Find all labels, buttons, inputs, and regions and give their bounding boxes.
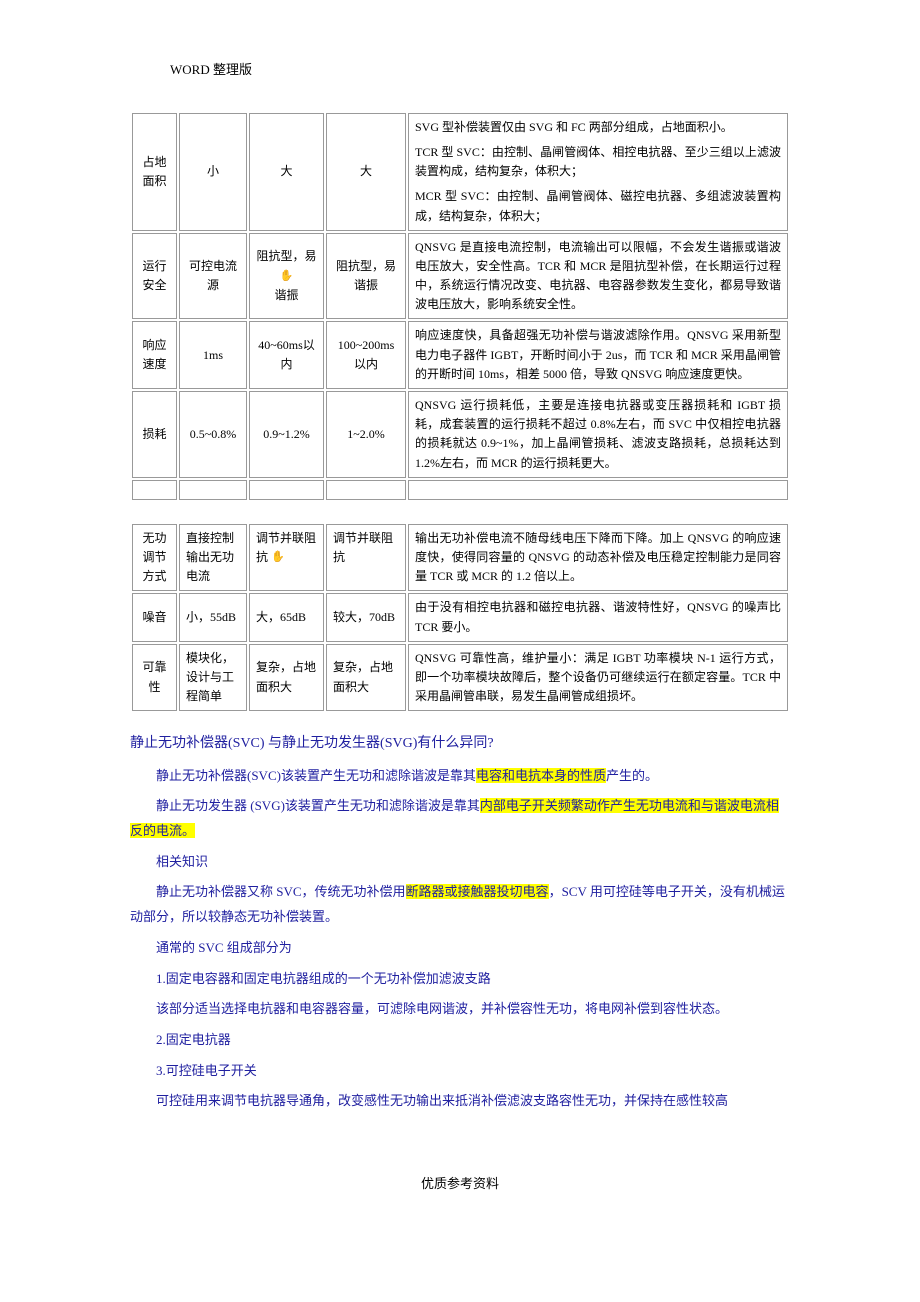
cell: 40~60ms以内 [249, 321, 324, 389]
highlighted-text: 断路器或接触器投切电容 [406, 884, 549, 899]
paragraph: 静止无功补偿器(SVC)该装置产生无功和滤除谐波是靠其电容和电抗本身的性质产生的… [130, 764, 790, 789]
paragraph: 相关知识 [130, 850, 790, 875]
cell-desc: QNSVG 是直接电流控制，电流输出可以限幅，不会发生谐振或谐波电压放大，安全性… [408, 233, 788, 320]
text: 阻抗型，易 [256, 249, 316, 263]
desc-part: TCR 型 SVC：由控制、晶闸管阀体、相控电抗器、至少三组以上滤波装置构成，结… [415, 143, 781, 181]
text: 静止无功发生器 (SVG)该装置产生无功和滤除谐波是靠其 [156, 798, 480, 813]
cell-empty [326, 480, 406, 500]
cell: 调节并联阻抗 ✋ [249, 524, 324, 592]
cell: 可控电流源 [179, 233, 247, 320]
comparison-table-2: 无功调节方式 直接控制输出无功电流 调节并联阻抗 ✋ 调节并联阻抗 输出无功补偿… [130, 522, 790, 714]
cell: 0.9~1.2% [249, 391, 324, 478]
row-label: 运行安全 [132, 233, 177, 320]
desc-part: MCR 型 SVC：由控制、晶闸管阀体、磁控电抗器、多组滤波装置构成，结构复杂，… [415, 187, 781, 225]
cell: 小 [179, 113, 247, 231]
paragraph: 静止无功补偿器又称 SVC，传统无功补偿用断路器或接触器投切电容，SCV 用可控… [130, 880, 790, 929]
cell-desc: 输出无功补偿电流不随母线电压下降而下降。加上 QNSVG 的响应速度快，使得同容… [408, 524, 788, 592]
text: 静止无功补偿器又称 SVC，传统无功补偿用 [156, 884, 406, 899]
cell: 1~2.0% [326, 391, 406, 478]
cell: 复杂，占地面积大 [249, 644, 324, 712]
cell-desc: 响应速度快，具备超强无功补偿与谐波滤除作用。QNSVG 采用新型电力电子器件 I… [408, 321, 788, 389]
table-row: 可靠性 模块化，设计与工程简单 复杂，占地面积大 复杂，占地面积大 QNSVG … [132, 644, 788, 712]
cell: 1ms [179, 321, 247, 389]
comparison-table-1: 占地面积 小 大 大 SVG 型补偿装置仅由 SVG 和 FC 两部分组成，占地… [130, 111, 790, 502]
cell: 小，55dB [179, 593, 247, 641]
table-row: 无功调节方式 直接控制输出无功电流 调节并联阻抗 ✋ 调节并联阻抗 输出无功补偿… [132, 524, 788, 592]
footer-text: 优质参考资料 [130, 1174, 790, 1195]
list-item-desc: 可控硅用来调节电抗器导通角，改变感性无功输出来抵消补偿滤波支路容性无功，并保持在… [130, 1089, 790, 1114]
cell: 直接控制输出无功电流 [179, 524, 247, 592]
cursor-icon: ✋ [280, 268, 294, 286]
cell: 阻抗型，易谐振 [326, 233, 406, 320]
cell: 大 [326, 113, 406, 231]
text: 静止无功补偿器(SVC)该装置产生无功和滤除谐波是靠其 [156, 768, 476, 783]
cell: 阻抗型，易 ✋ 谐振 [249, 233, 324, 320]
row-label: 损耗 [132, 391, 177, 478]
table-row: 运行安全 可控电流源 阻抗型，易 ✋ 谐振 阻抗型，易谐振 QNSVG 是直接电流控… [132, 233, 788, 320]
desc-part: SVG 型补偿装置仅由 SVG 和 FC 两部分组成，占地面积小。 [415, 118, 781, 137]
table-row: 响应速度 1ms 40~60ms以内 100~200ms以内 响应速度快，具备超… [132, 321, 788, 389]
table-row: 噪音 小，55dB 大，65dB 较大，70dB 由于没有相控电抗器和磁控电抗器… [132, 593, 788, 641]
cell: 调节并联阻抗 [326, 524, 406, 592]
cell-empty [408, 480, 788, 500]
row-label: 占地面积 [132, 113, 177, 231]
cell: 100~200ms以内 [326, 321, 406, 389]
table-row-empty [132, 480, 788, 500]
cell-desc: QNSVG 可靠性高，维护量小：满足 IGBT 功率模块 N-1 运行方式，即一… [408, 644, 788, 712]
cell: 复杂，占地面积大 [326, 644, 406, 712]
cursor-icon: ✋ [271, 549, 285, 567]
paragraph: 静止无功发生器 (SVG)该装置产生无功和滤除谐波是靠其内部电子开关频繁动作产生… [130, 794, 790, 843]
row-label: 噪音 [132, 593, 177, 641]
text: 产生的。 [606, 768, 658, 783]
text: 谐振 [274, 288, 298, 302]
cell-desc: 由于没有相控电抗器和磁控电抗器、谐波特性好，QNSVG 的噪声比 TCR 要小。 [408, 593, 788, 641]
cell-desc: QNSVG 运行损耗低，主要是连接电抗器或变压器损耗和 IGBT 损耗，成套装置… [408, 391, 788, 478]
cell: 较大，70dB [326, 593, 406, 641]
section-title: 静止无功补偿器(SVC) 与静止无功发生器(SVG)有什么异同? [130, 733, 790, 755]
cell: 大 [249, 113, 324, 231]
highlighted-text: 电容和电抗本身的性质 [476, 768, 606, 783]
cell: 模块化，设计与工程简单 [179, 644, 247, 712]
table-row: 损耗 0.5~0.8% 0.9~1.2% 1~2.0% QNSVG 运行损耗低，… [132, 391, 788, 478]
list-item: 1.固定电容器和固定电抗器组成的一个无功补偿加滤波支路 [130, 967, 790, 992]
header-text: WORD 整理版 [130, 60, 790, 81]
list-item-desc: 该部分适当选择电抗器和电容器容量，可滤除电网谐波，并补偿容性无功，将电网补偿到容… [130, 997, 790, 1022]
cell-empty [249, 480, 324, 500]
list-item: 2.固定电抗器 [130, 1028, 790, 1053]
row-label: 可靠性 [132, 644, 177, 712]
cell: 大，65dB [249, 593, 324, 641]
row-label: 响应速度 [132, 321, 177, 389]
cell: 0.5~0.8% [179, 391, 247, 478]
paragraph: 通常的 SVC 组成部分为 [130, 936, 790, 961]
cell-empty [132, 480, 177, 500]
table-row: 占地面积 小 大 大 SVG 型补偿装置仅由 SVG 和 FC 两部分组成，占地… [132, 113, 788, 231]
cell-empty [179, 480, 247, 500]
text: 调节并联阻抗 [256, 531, 316, 564]
row-label: 无功调节方式 [132, 524, 177, 592]
list-item: 3.可控硅电子开关 [130, 1059, 790, 1084]
cell-desc: SVG 型补偿装置仅由 SVG 和 FC 两部分组成，占地面积小。 TCR 型 … [408, 113, 788, 231]
